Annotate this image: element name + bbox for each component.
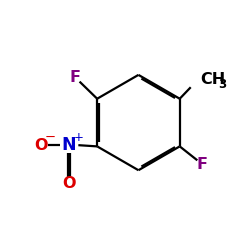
Text: +: + <box>74 131 83 144</box>
Text: 3: 3 <box>218 78 226 91</box>
Text: CH: CH <box>200 72 226 87</box>
Text: O: O <box>34 138 48 153</box>
Text: N: N <box>62 136 76 154</box>
Text: F: F <box>196 157 207 172</box>
Text: −: − <box>45 131 56 144</box>
Text: O: O <box>62 176 76 190</box>
Text: F: F <box>70 70 81 86</box>
